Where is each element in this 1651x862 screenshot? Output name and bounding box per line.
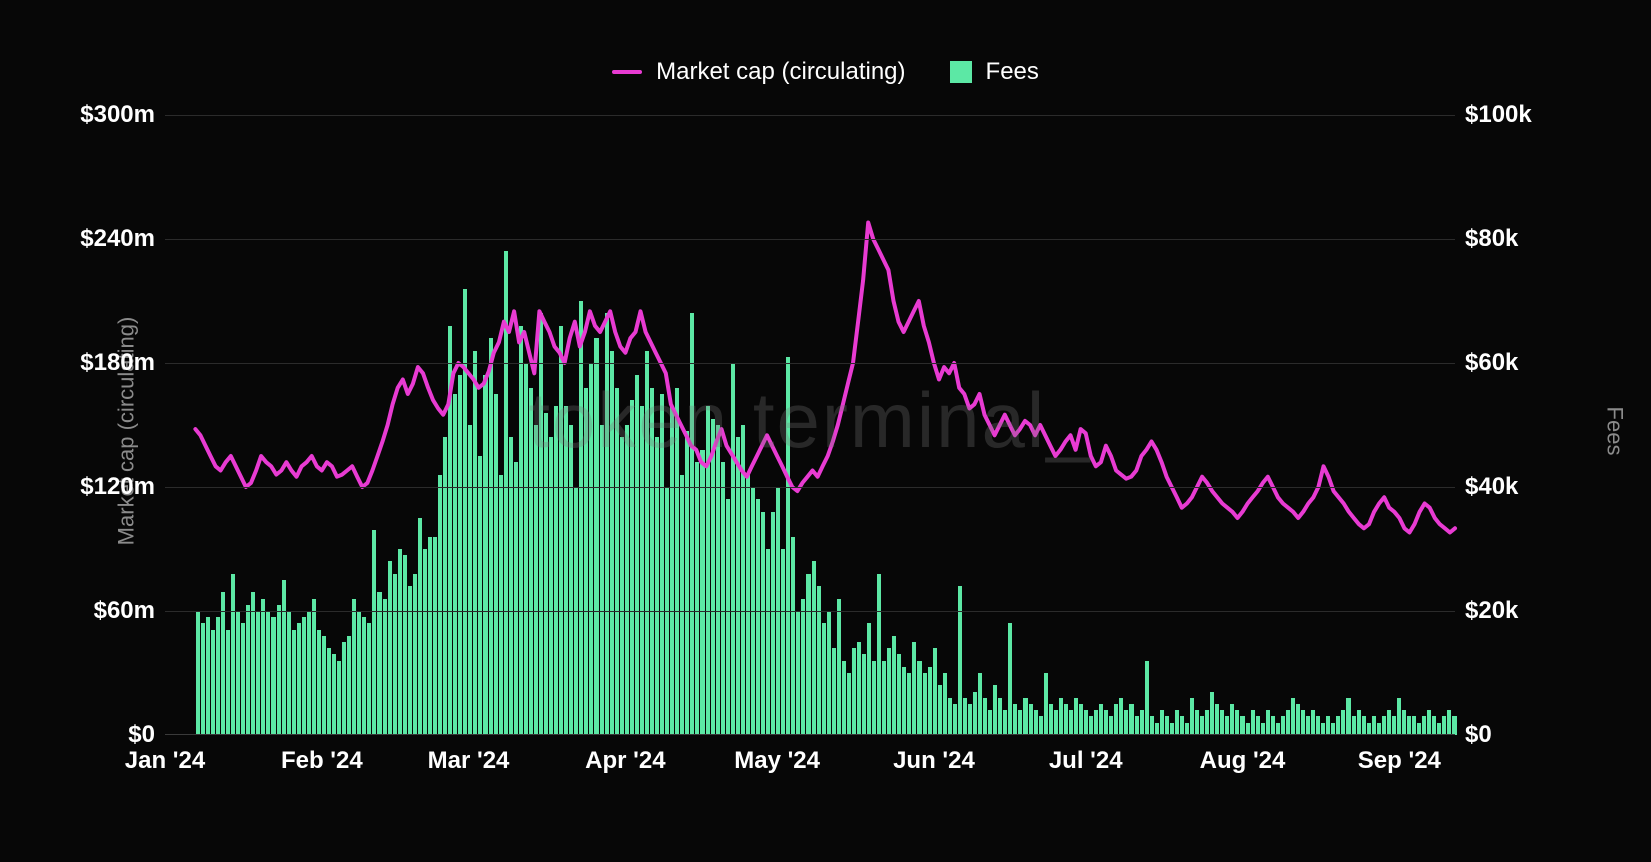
grid-line: [165, 611, 1455, 612]
y-tick-right: $0: [1465, 721, 1605, 749]
y-tick-left: $0: [15, 721, 155, 749]
grid-line: [165, 363, 1455, 364]
legend-item-fees[interactable]: Fees: [950, 58, 1039, 86]
x-tick: Sep '24: [1358, 747, 1441, 775]
x-tick: Apr '24: [585, 747, 665, 775]
x-tick: Jan '24: [125, 747, 205, 775]
x-tick: Mar '24: [428, 747, 510, 775]
legend-swatch-line: [612, 70, 642, 74]
x-tick: Jun '24: [893, 747, 975, 775]
legend: Market cap (circulating) Fees: [0, 58, 1651, 86]
legend-item-marketcap[interactable]: Market cap (circulating): [612, 58, 905, 86]
marketcap-path: [195, 223, 1455, 533]
y-tick-right: $60k: [1465, 349, 1605, 377]
x-tick: Feb '24: [281, 747, 363, 775]
y-tick-left: $240m: [15, 225, 155, 253]
chart-container: Market cap (circulating) Fees Market cap…: [0, 0, 1651, 862]
x-axis-baseline: [165, 734, 1455, 735]
y-tick-left: $120m: [15, 473, 155, 501]
x-tick: Aug '24: [1200, 747, 1286, 775]
y-tick-right: $20k: [1465, 597, 1605, 625]
legend-swatch-square: [950, 61, 972, 83]
y-axis-right-title: Fees: [1602, 407, 1628, 456]
y-tick-right: $40k: [1465, 473, 1605, 501]
x-tick: May '24: [734, 747, 820, 775]
x-tick: Jul '24: [1049, 747, 1123, 775]
y-tick-left: $60m: [15, 597, 155, 625]
legend-label: Market cap (circulating): [656, 58, 905, 86]
y-tick-left: $180m: [15, 349, 155, 377]
y-tick-right: $80k: [1465, 225, 1605, 253]
plot-area[interactable]: token terminal_ $0$60m$120m$180m$240m$30…: [165, 115, 1455, 735]
grid-line: [165, 115, 1455, 116]
legend-label: Fees: [986, 58, 1039, 86]
grid-line: [165, 487, 1455, 488]
y-tick-right: $100k: [1465, 101, 1605, 129]
grid-line: [165, 239, 1455, 240]
y-tick-left: $300m: [15, 101, 155, 129]
marketcap-line: [165, 115, 1455, 735]
